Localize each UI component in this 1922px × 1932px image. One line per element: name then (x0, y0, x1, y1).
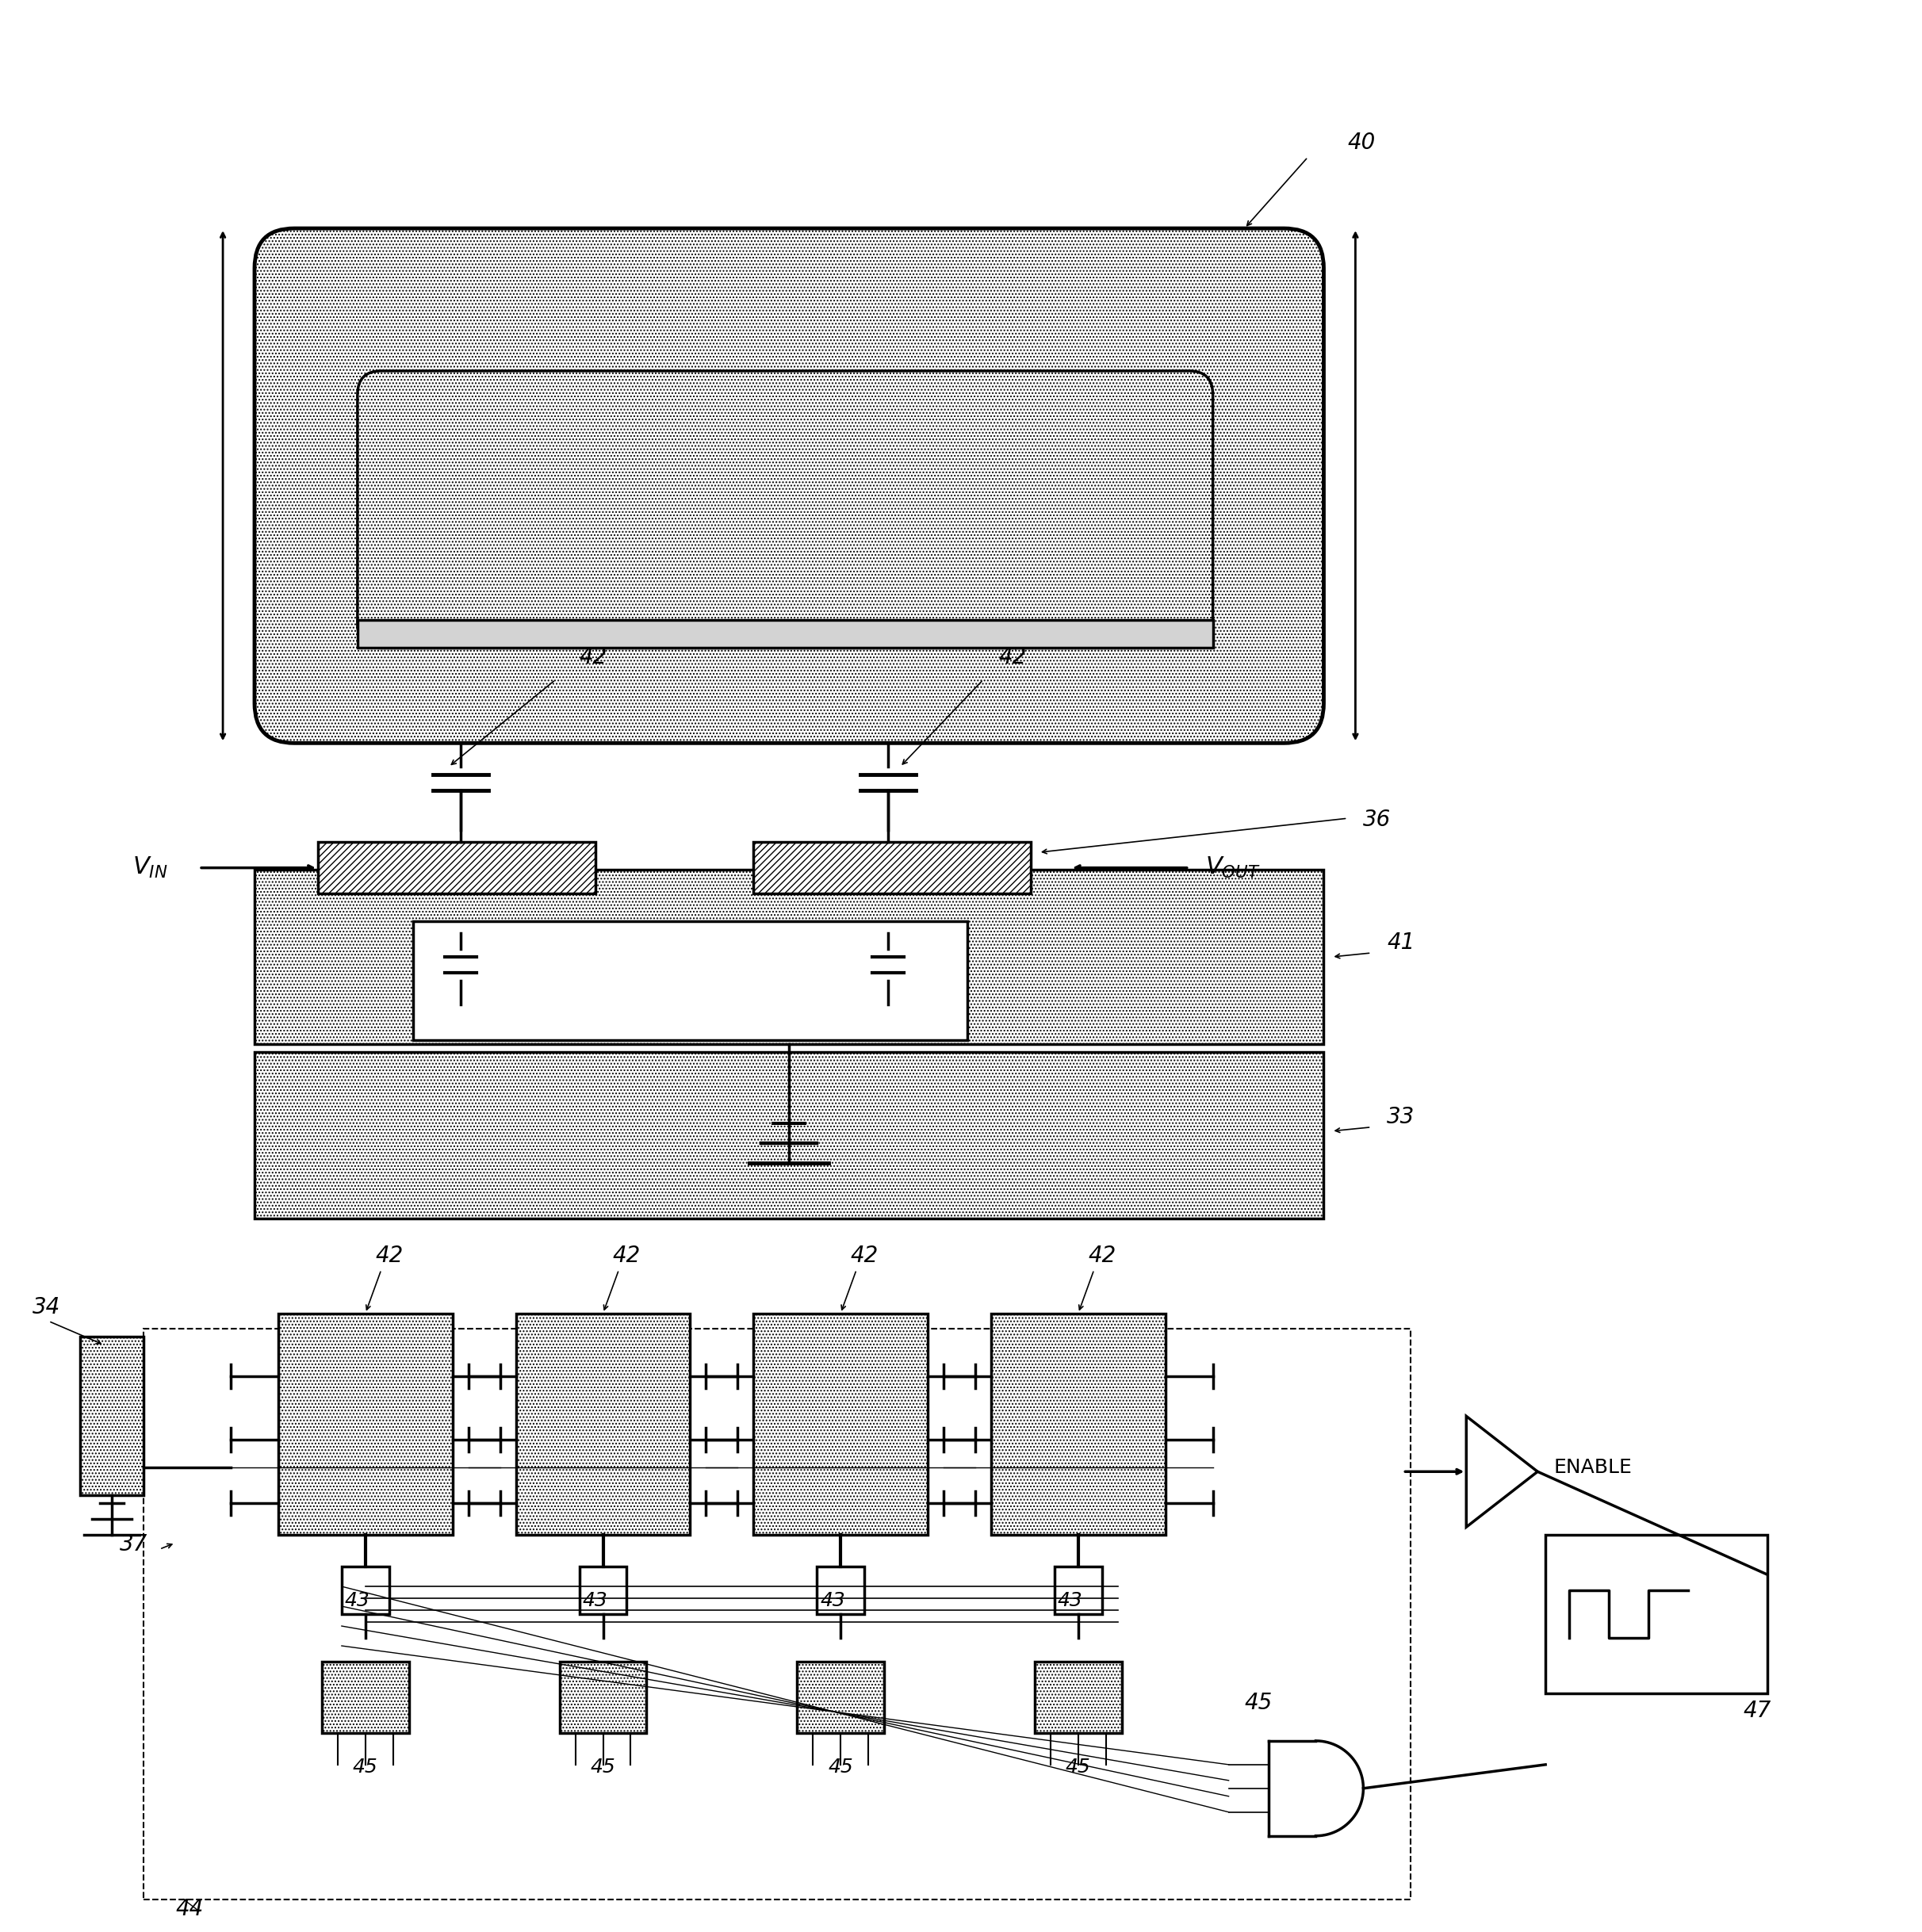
Text: 40: 40 (1347, 131, 1376, 155)
Bar (753, 1314, 928, 1534)
Text: 33: 33 (1388, 1105, 1415, 1128)
Text: 42: 42 (999, 647, 1026, 668)
Bar (1034, 1662, 1122, 1733)
Bar (992, 1314, 1165, 1534)
Text: 47: 47 (1743, 1700, 1772, 1721)
Text: 37: 37 (119, 1534, 148, 1555)
Bar (357, 620, 1213, 647)
Bar (81, 1337, 144, 1495)
Bar (798, 1662, 884, 1733)
Bar (559, 1662, 646, 1733)
Polygon shape (1466, 1416, 1538, 1526)
Text: 43: 43 (1057, 1592, 1082, 1609)
Text: 34: 34 (33, 1296, 62, 1318)
Text: 45: 45 (1065, 1758, 1092, 1777)
Text: 36: 36 (1363, 810, 1392, 831)
FancyBboxPatch shape (357, 371, 1213, 647)
Text: 42: 42 (613, 1244, 640, 1267)
Text: 42: 42 (1088, 1244, 1117, 1267)
Text: 42: 42 (579, 647, 607, 668)
Text: $V_{OUT}$: $V_{OUT}$ (1205, 856, 1261, 881)
Bar (817, 1567, 865, 1613)
Bar (254, 869, 1324, 1043)
Bar (579, 1567, 627, 1613)
Text: $V_{IN}$: $V_{IN}$ (133, 856, 167, 881)
Bar (254, 1051, 1324, 1219)
Text: 45: 45 (354, 1758, 379, 1777)
Text: 45: 45 (828, 1758, 853, 1777)
Bar (321, 1662, 409, 1733)
Text: 45: 45 (1245, 1692, 1272, 1714)
Text: 42: 42 (850, 1244, 878, 1267)
Text: ENABLE: ENABLE (1553, 1459, 1632, 1478)
Text: 44: 44 (175, 1897, 204, 1920)
Text: 41: 41 (1388, 931, 1415, 954)
Text: 43: 43 (582, 1592, 607, 1609)
Text: 45: 45 (590, 1758, 615, 1777)
Bar (1545, 1534, 1766, 1692)
Text: 43: 43 (344, 1592, 371, 1609)
Bar (515, 1314, 690, 1534)
Bar (144, 1329, 1411, 1899)
Text: 42: 42 (375, 1244, 404, 1267)
Bar (279, 1314, 452, 1534)
Bar (317, 842, 596, 893)
Text: 43: 43 (821, 1592, 846, 1609)
Bar (342, 1567, 388, 1613)
Bar (413, 922, 967, 1039)
Bar (1055, 1567, 1101, 1613)
Bar (753, 842, 1030, 893)
FancyBboxPatch shape (254, 228, 1324, 744)
